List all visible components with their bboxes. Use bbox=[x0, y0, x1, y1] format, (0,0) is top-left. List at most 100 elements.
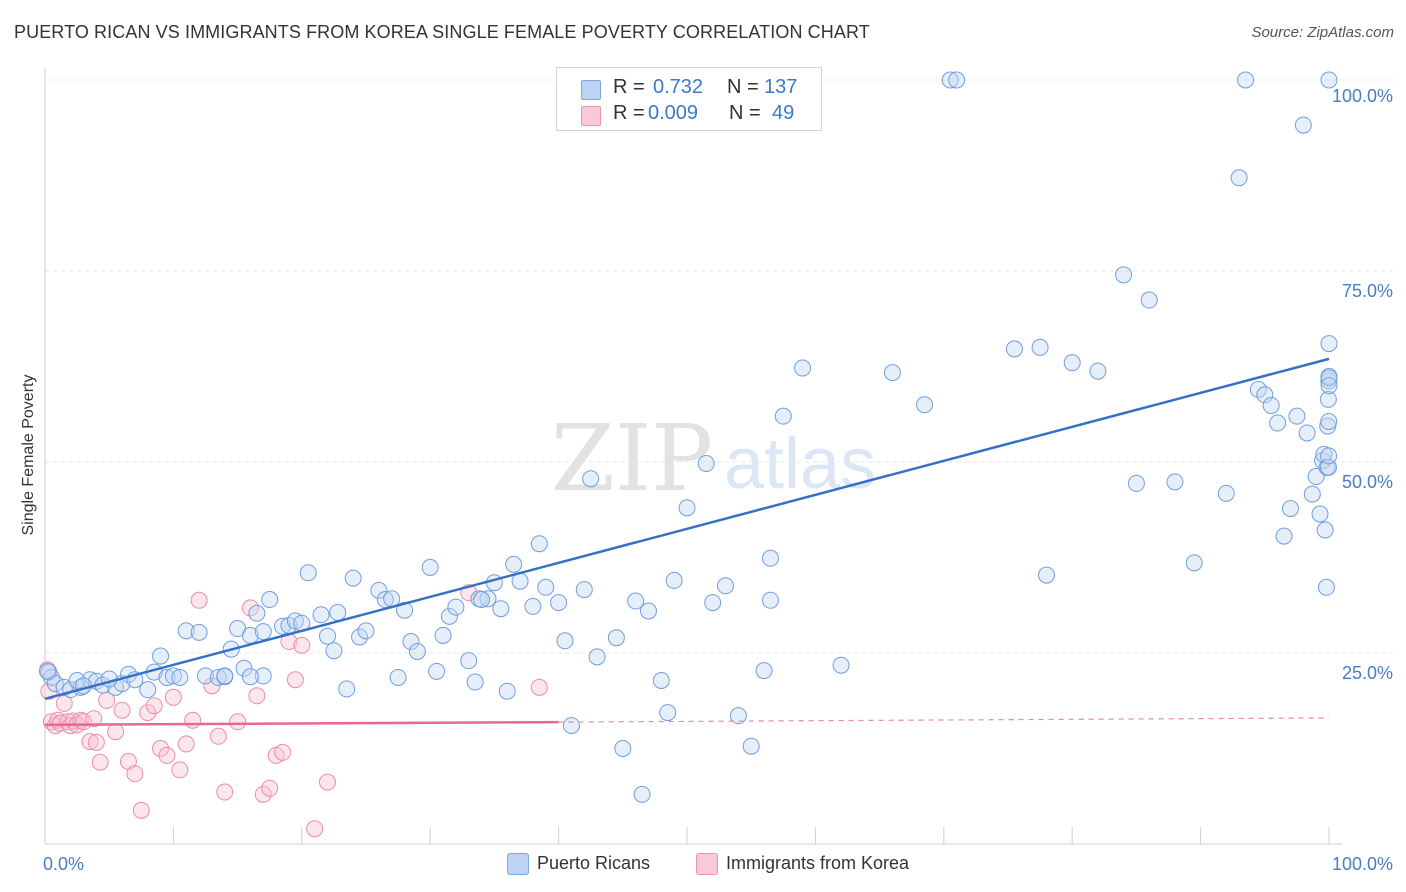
watermark-zip: ZIP bbox=[551, 405, 713, 512]
data-point bbox=[190, 623, 208, 641]
data-point bbox=[203, 677, 221, 695]
data-point bbox=[254, 667, 272, 685]
data-point bbox=[1319, 390, 1337, 408]
data-point bbox=[428, 662, 446, 680]
data-point bbox=[299, 564, 317, 582]
data-point bbox=[216, 667, 234, 685]
data-point bbox=[325, 642, 343, 660]
data-point bbox=[293, 636, 311, 654]
axes bbox=[44, 68, 1342, 845]
legend-swatch-immigrants-from-korea bbox=[696, 853, 718, 875]
data-point bbox=[1320, 377, 1338, 395]
data-point bbox=[697, 455, 715, 473]
data-point bbox=[139, 704, 157, 722]
data-point bbox=[408, 642, 426, 660]
data-point bbox=[1115, 266, 1133, 284]
data-point bbox=[1063, 354, 1081, 372]
y-axis-tick-labels: 25.0% 50.0% 75.0% 100.0% bbox=[1332, 86, 1393, 683]
data-point bbox=[633, 785, 651, 803]
data-point bbox=[46, 675, 64, 693]
data-point bbox=[357, 622, 375, 640]
data-point bbox=[941, 71, 959, 89]
data-point bbox=[152, 647, 170, 665]
data-point bbox=[370, 581, 388, 599]
data-point bbox=[582, 470, 600, 488]
data-point bbox=[832, 656, 850, 674]
data-point bbox=[248, 604, 266, 622]
data-point bbox=[329, 604, 347, 622]
data-point bbox=[1262, 396, 1280, 414]
data-point bbox=[126, 765, 144, 783]
stats-n-label: N = bbox=[729, 102, 761, 124]
data-point bbox=[473, 591, 491, 609]
stats-swatch-immigrants-from-korea bbox=[581, 106, 601, 126]
data-point bbox=[87, 733, 105, 751]
data-point bbox=[1031, 338, 1049, 356]
data-point bbox=[39, 662, 57, 680]
data-point bbox=[312, 606, 330, 624]
data-point bbox=[197, 667, 214, 685]
data-point bbox=[164, 667, 182, 685]
data-point bbox=[286, 671, 304, 689]
data-point bbox=[75, 677, 93, 695]
data-point bbox=[91, 753, 109, 771]
data-point bbox=[729, 707, 747, 725]
data-point bbox=[505, 555, 523, 573]
stats-row-immigrants-from-korea: R = 0.009 N = 49 bbox=[557, 102, 821, 128]
data-point bbox=[248, 687, 266, 705]
x-tick-label: 0.0% bbox=[43, 854, 84, 874]
data-point bbox=[556, 632, 574, 650]
data-point bbox=[158, 746, 176, 764]
data-point bbox=[794, 359, 812, 377]
data-point bbox=[145, 697, 163, 715]
data-point bbox=[421, 558, 439, 576]
data-point bbox=[1140, 291, 1158, 309]
y-tick-label: 25.0% bbox=[1342, 663, 1393, 683]
data-point bbox=[434, 626, 452, 644]
stats-r-label: R = bbox=[613, 76, 645, 98]
data-point bbox=[81, 733, 99, 751]
data-point bbox=[274, 617, 292, 635]
data-point bbox=[132, 801, 150, 819]
data-point bbox=[171, 668, 189, 686]
data-point bbox=[209, 727, 227, 745]
data-point bbox=[524, 597, 542, 615]
data-point bbox=[562, 717, 580, 735]
y-tick-label: 50.0% bbox=[1342, 472, 1393, 492]
data-point bbox=[761, 591, 779, 609]
data-point bbox=[1269, 414, 1287, 432]
data-point bbox=[1294, 116, 1312, 134]
stats-r-value: 0.732 bbox=[653, 76, 704, 98]
data-point bbox=[85, 710, 103, 728]
data-point bbox=[1298, 424, 1316, 442]
data-point bbox=[107, 723, 125, 741]
stats-r-value: 0.009 bbox=[648, 102, 699, 124]
stats-n-label: N = bbox=[727, 76, 759, 98]
data-point bbox=[537, 578, 555, 596]
data-point bbox=[550, 594, 568, 612]
stats-row-puerto-ricans: R = 0.732 N = 137 bbox=[557, 76, 821, 102]
watermark: ZIP atlas bbox=[551, 405, 876, 512]
data-point bbox=[184, 711, 202, 729]
data-point bbox=[883, 364, 901, 382]
data-point bbox=[652, 672, 670, 690]
data-point bbox=[1303, 485, 1321, 503]
data-point bbox=[678, 499, 696, 517]
x-tick-label: 100.0% bbox=[1332, 854, 1393, 874]
data-point bbox=[530, 678, 548, 696]
data-point bbox=[1317, 578, 1335, 596]
data-point bbox=[761, 549, 779, 567]
data-point bbox=[209, 668, 227, 686]
data-point bbox=[274, 743, 292, 761]
data-point bbox=[338, 680, 356, 698]
data-point bbox=[113, 701, 131, 719]
x-axis-tick-labels: 0.0% 100.0% bbox=[43, 854, 1393, 874]
data-point bbox=[158, 668, 176, 686]
data-point bbox=[152, 740, 170, 757]
data-point bbox=[1311, 505, 1329, 523]
data-point bbox=[1256, 386, 1274, 404]
data-point bbox=[1288, 407, 1306, 425]
trend-line-immigrants-from-korea bbox=[44, 720, 559, 727]
data-point bbox=[1320, 413, 1338, 431]
data-point bbox=[614, 740, 632, 757]
